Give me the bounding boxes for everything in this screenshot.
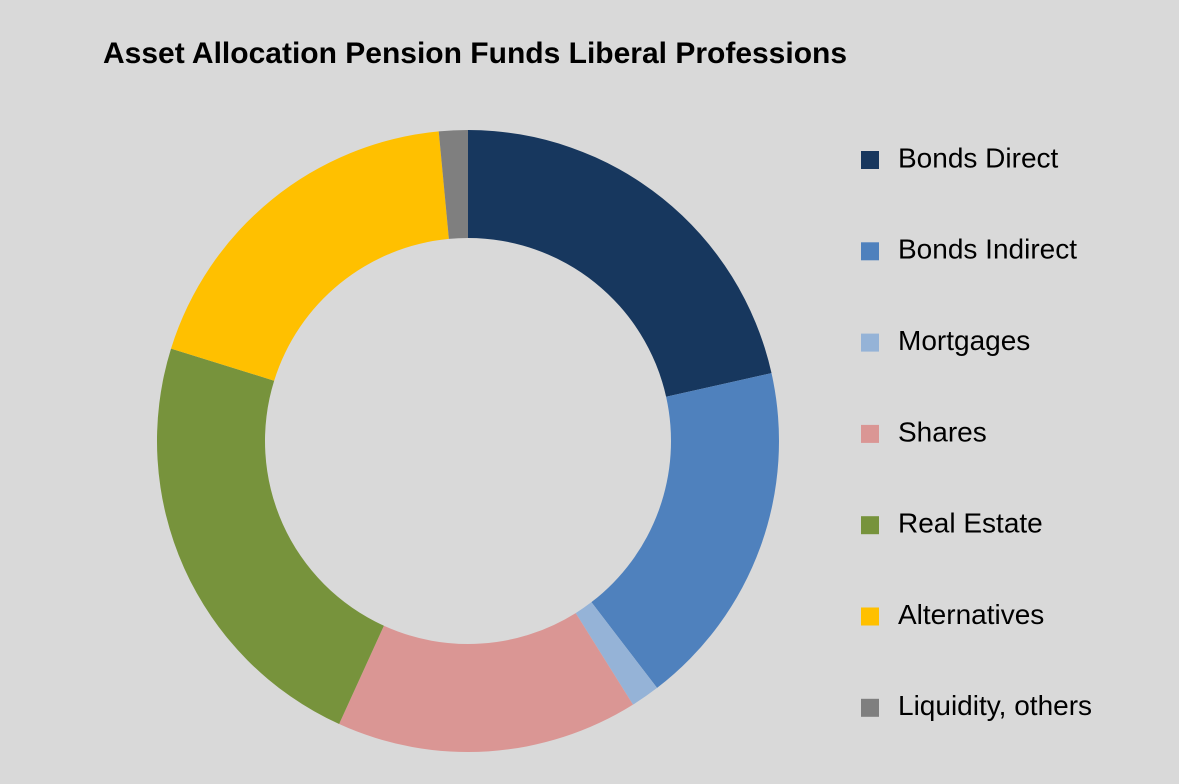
legend-label: Real Estate xyxy=(898,508,1043,539)
legend-label: Liquidity, others xyxy=(898,690,1092,721)
legend-swatch xyxy=(861,151,879,169)
legend-swatch xyxy=(861,516,879,535)
donut-segment xyxy=(156,348,384,725)
donut-segment xyxy=(468,130,772,397)
legend-label: Mortgages xyxy=(898,325,1030,356)
legend-label: Alternatives xyxy=(898,599,1044,630)
legend-swatch xyxy=(861,424,879,443)
legend-label: Shares xyxy=(898,416,987,447)
legend-swatch xyxy=(861,242,879,261)
legend-label: Bonds Direct xyxy=(898,142,1059,173)
donut-segment xyxy=(339,613,633,752)
donut-segment xyxy=(438,130,468,239)
donut-segment xyxy=(171,131,449,381)
legend-swatch xyxy=(861,698,879,717)
legend-swatch xyxy=(861,333,879,352)
legend-label: Bonds Indirect xyxy=(898,234,1077,265)
donut-segment xyxy=(575,602,658,705)
donut-segment xyxy=(591,373,780,688)
chart-title: Asset Allocation Pension Funds Liberal P… xyxy=(103,37,847,70)
legend-swatch xyxy=(861,607,879,626)
